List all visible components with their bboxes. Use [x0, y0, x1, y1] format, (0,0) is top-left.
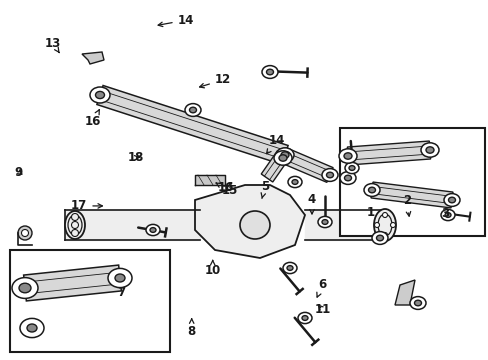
Ellipse shape — [409, 297, 425, 309]
Ellipse shape — [12, 278, 38, 298]
Ellipse shape — [321, 220, 327, 224]
Ellipse shape — [115, 274, 125, 282]
Ellipse shape — [291, 180, 297, 184]
Ellipse shape — [281, 152, 288, 158]
Ellipse shape — [443, 194, 459, 206]
Ellipse shape — [447, 197, 454, 203]
Text: 2: 2 — [402, 194, 410, 216]
Ellipse shape — [345, 162, 358, 174]
Ellipse shape — [68, 215, 82, 235]
Ellipse shape — [414, 300, 421, 306]
Circle shape — [21, 230, 28, 237]
Polygon shape — [346, 141, 430, 165]
Ellipse shape — [302, 316, 307, 320]
Ellipse shape — [420, 143, 438, 157]
Ellipse shape — [65, 211, 85, 239]
Ellipse shape — [326, 172, 333, 178]
Text: 11: 11 — [314, 303, 330, 316]
Polygon shape — [195, 185, 305, 258]
Text: 14: 14 — [266, 134, 285, 154]
Text: 10: 10 — [204, 260, 221, 276]
Text: 3: 3 — [440, 207, 448, 220]
Ellipse shape — [440, 210, 454, 221]
Ellipse shape — [150, 228, 156, 233]
Text: 15: 15 — [216, 183, 238, 197]
Text: 9: 9 — [15, 166, 22, 179]
Polygon shape — [261, 151, 288, 182]
Text: 13: 13 — [44, 37, 61, 53]
Ellipse shape — [425, 147, 433, 153]
Ellipse shape — [297, 312, 311, 324]
Ellipse shape — [275, 148, 293, 162]
Ellipse shape — [19, 283, 31, 293]
Ellipse shape — [20, 318, 44, 338]
Ellipse shape — [266, 69, 273, 75]
Ellipse shape — [376, 235, 383, 241]
Ellipse shape — [279, 155, 286, 161]
Ellipse shape — [317, 216, 331, 228]
Circle shape — [71, 213, 79, 220]
Text: 16: 16 — [217, 181, 234, 194]
Ellipse shape — [273, 151, 291, 165]
Text: 1: 1 — [366, 206, 374, 219]
Ellipse shape — [240, 211, 269, 239]
Ellipse shape — [189, 107, 196, 113]
Ellipse shape — [27, 324, 37, 332]
Text: 7: 7 — [117, 286, 125, 299]
Ellipse shape — [286, 266, 292, 270]
Ellipse shape — [338, 149, 356, 163]
Polygon shape — [305, 210, 384, 240]
Ellipse shape — [262, 66, 278, 78]
Text: 16: 16 — [84, 109, 101, 128]
Text: 4: 4 — [307, 193, 315, 214]
Polygon shape — [370, 182, 452, 208]
Polygon shape — [279, 148, 332, 183]
Polygon shape — [195, 175, 224, 185]
Ellipse shape — [373, 209, 395, 241]
Ellipse shape — [184, 104, 201, 116]
Circle shape — [382, 212, 386, 217]
Ellipse shape — [348, 166, 354, 170]
Ellipse shape — [108, 269, 132, 288]
Polygon shape — [394, 280, 414, 305]
Text: 5: 5 — [261, 180, 268, 198]
Ellipse shape — [339, 172, 355, 184]
Bar — [10, 250, 170, 352]
Ellipse shape — [90, 87, 110, 103]
Polygon shape — [65, 210, 200, 240]
Ellipse shape — [363, 184, 379, 197]
Text: 17: 17 — [71, 199, 102, 212]
Circle shape — [71, 230, 79, 237]
Circle shape — [18, 226, 32, 240]
Text: 6: 6 — [316, 278, 326, 297]
Circle shape — [382, 233, 386, 238]
Circle shape — [374, 222, 379, 228]
Ellipse shape — [368, 187, 375, 193]
Ellipse shape — [344, 175, 351, 181]
Bar — [339, 128, 484, 236]
Ellipse shape — [146, 224, 160, 235]
Polygon shape — [97, 85, 287, 165]
Ellipse shape — [343, 153, 351, 159]
Text: 12: 12 — [199, 73, 231, 88]
Polygon shape — [23, 265, 121, 301]
Ellipse shape — [377, 214, 391, 236]
Ellipse shape — [287, 176, 302, 188]
Ellipse shape — [444, 213, 450, 217]
Ellipse shape — [95, 91, 104, 99]
Ellipse shape — [371, 231, 387, 244]
Ellipse shape — [283, 262, 296, 274]
Text: 18: 18 — [127, 151, 144, 164]
Ellipse shape — [321, 168, 337, 181]
Text: 14: 14 — [158, 14, 194, 27]
Circle shape — [390, 222, 395, 228]
Polygon shape — [82, 52, 104, 64]
Text: 8: 8 — [187, 319, 195, 338]
Circle shape — [71, 221, 79, 229]
